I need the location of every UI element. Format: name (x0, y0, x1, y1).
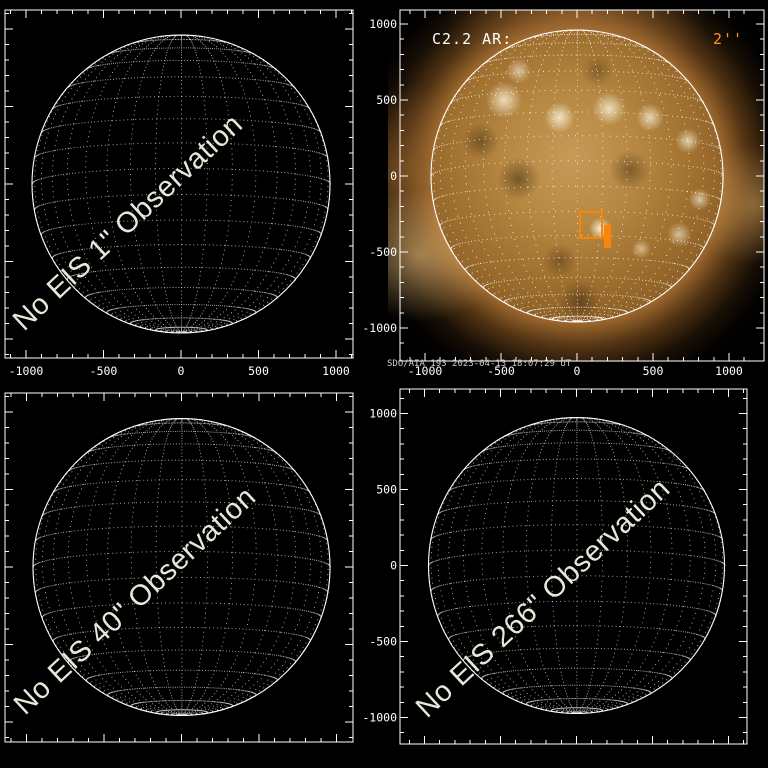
y-tick-label: 500 (376, 483, 397, 497)
axis-frame (399, 9, 765, 362)
y-tick-label: 0 (390, 559, 397, 573)
x-tick-label: 1000 (715, 364, 743, 378)
generated-axes-and-grids (4, 9, 765, 745)
x-tick-label: 1000 (322, 364, 350, 378)
top-right-x-axis-labels: -1000 -500 0 500 1000 (408, 364, 743, 378)
solar-limb-circle (427, 416, 726, 715)
x-tick-label: 0 (574, 364, 581, 378)
y-tick-label: -500 (369, 635, 397, 649)
solar-limb-circle (430, 29, 724, 323)
x-tick-label: 500 (643, 364, 664, 378)
panel-no-eis-266arcsec[interactable] (399, 388, 748, 745)
y-tick-label: 1000 (369, 407, 397, 421)
x-tick-label: -500 (487, 364, 515, 378)
y-tick-label: 0 (390, 169, 397, 183)
tick-marks (5, 10, 353, 358)
tick-marks (400, 10, 764, 361)
x-tick-label: -1000 (9, 364, 44, 378)
fov-box[interactable] (579, 211, 603, 239)
x-tick-label: -500 (90, 364, 118, 378)
watermark-no-eis-1: No EIS 1" Observation (7, 108, 249, 337)
top-right-y-axis-labels: 1000 500 0 -500 -1000 (362, 17, 397, 335)
y-tick-label: -1000 (362, 321, 397, 335)
heliographic-grid (431, 29, 724, 323)
y-tick-label: -500 (369, 245, 397, 259)
solar-image-panel[interactable] (388, 10, 764, 362)
tick-marks (400, 389, 747, 744)
tick-marks (5, 393, 353, 742)
axis-frame (399, 388, 748, 745)
watermark-no-eis-40: No EIS 40" Observation (8, 481, 262, 721)
panel-no-eis-1arcsec[interactable] (4, 9, 354, 359)
top-left-x-axis-labels: -1000 -500 0 500 1000 (9, 364, 350, 378)
image-caption: SDO/AIA 193 2023-04-13 18:07:29 UT (387, 359, 572, 369)
panel-solar-image[interactable] (399, 9, 765, 362)
bottom-right-y-axis-labels: 1000 500 0 -500 -1000 (362, 407, 397, 725)
x-tick-label: -1000 (408, 364, 443, 378)
x-tick-label: 500 (248, 364, 269, 378)
slit-marker[interactable] (604, 225, 611, 248)
x-tick-label: 0 (178, 364, 185, 378)
panel-no-eis-40arcsec[interactable] (4, 392, 354, 743)
raster-scale-label: 2'' (713, 30, 743, 48)
solar-disk-image (431, 30, 723, 322)
active-region-label: C2.2 AR: (432, 30, 512, 48)
watermark-no-eis-266: No EIS 266" Observation (410, 473, 676, 725)
solar-limb-circle (31, 34, 331, 334)
y-tick-label: 1000 (369, 17, 397, 31)
y-tick-label: -1000 (362, 711, 397, 725)
y-tick-label: 500 (376, 93, 397, 107)
solar-limb-circle (32, 417, 331, 717)
